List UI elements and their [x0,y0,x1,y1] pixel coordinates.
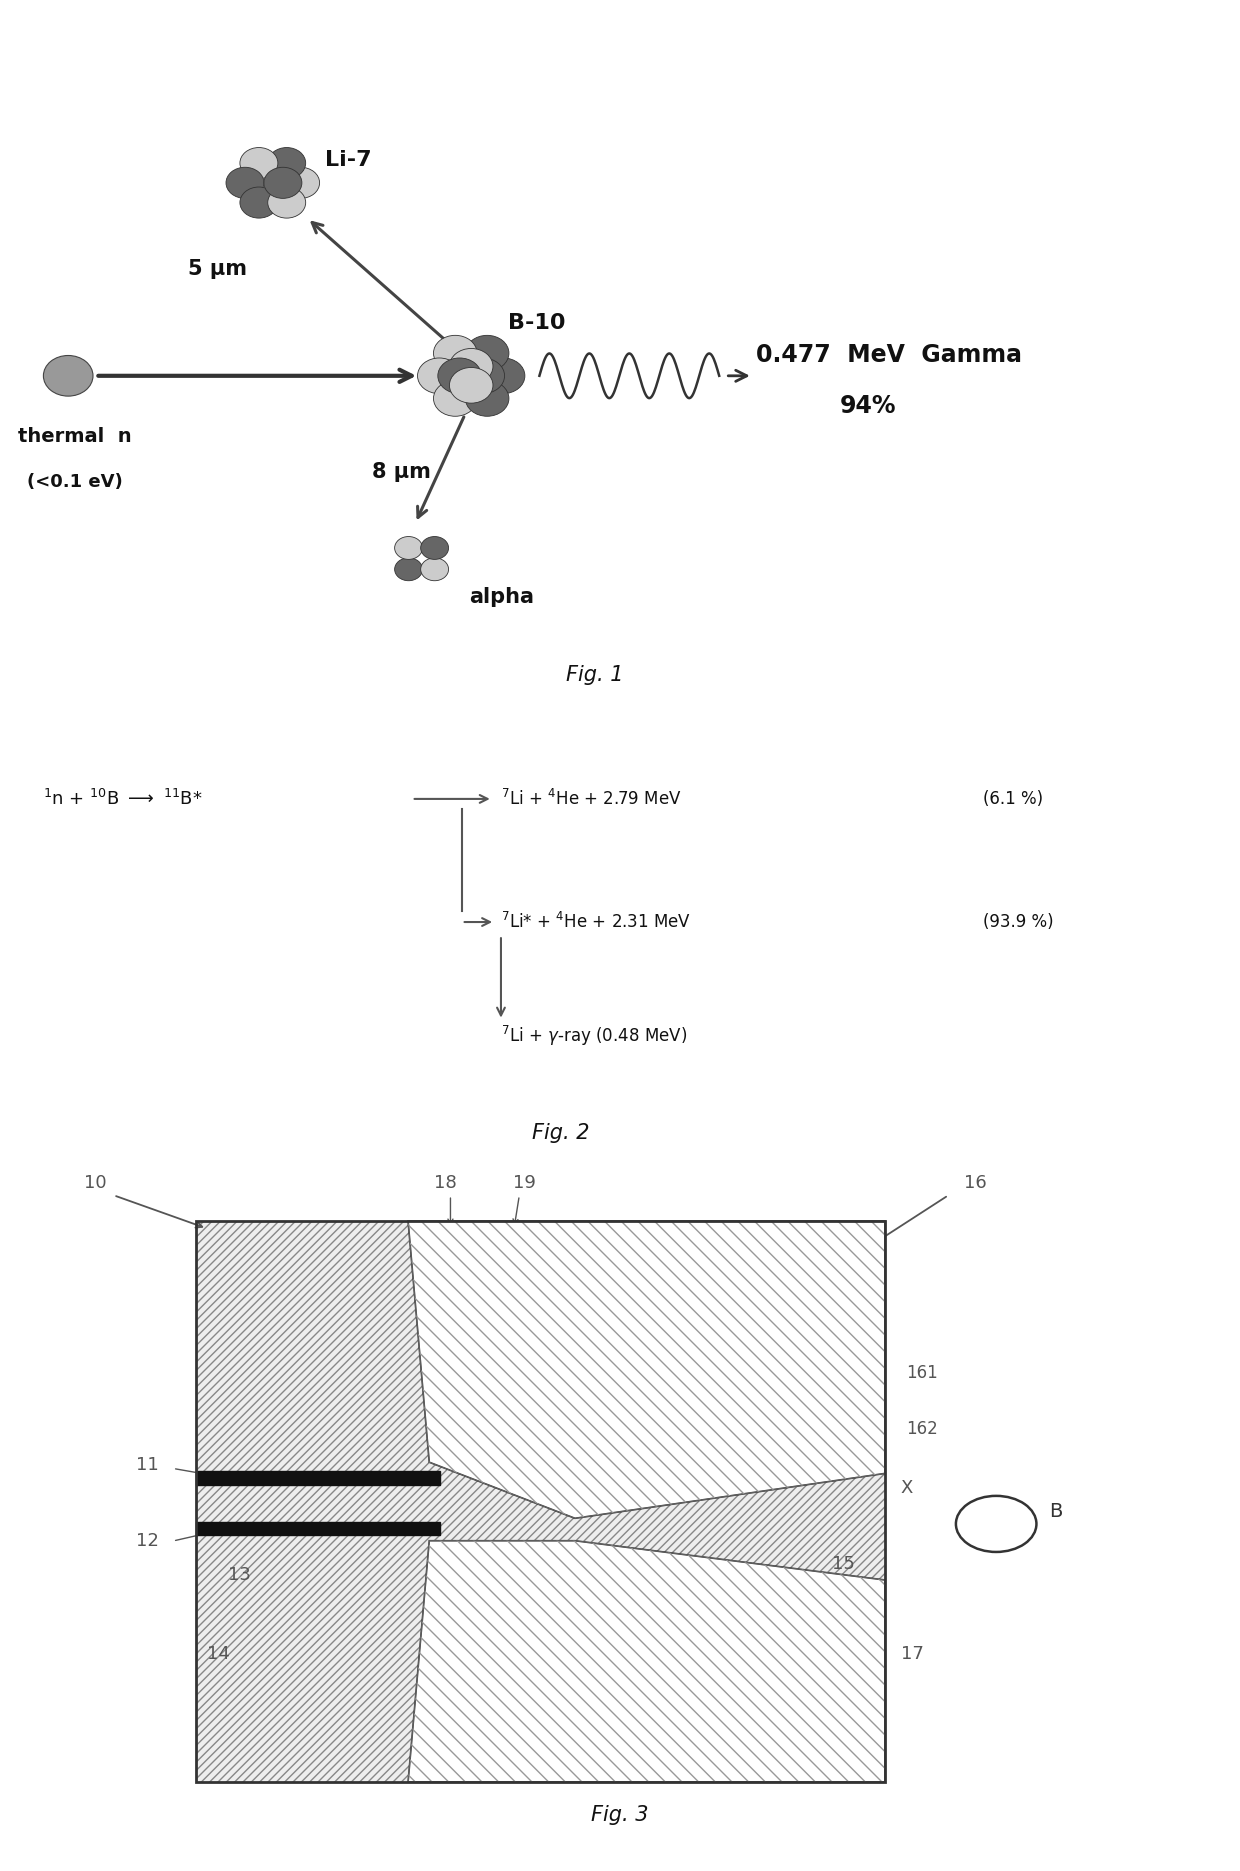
Bar [196,1222,885,1781]
Circle shape [394,558,423,580]
Text: 162: 162 [906,1420,937,1439]
Circle shape [418,357,461,393]
Text: Fig. 1: Fig. 1 [567,666,624,685]
Text: thermal  n: thermal n [17,427,131,447]
Text: 12: 12 [136,1532,159,1551]
Bar [196,1222,885,1781]
Circle shape [481,357,525,393]
Circle shape [239,148,278,178]
Text: Fig. 2: Fig. 2 [532,1123,589,1143]
Text: $^{7}$Li + $^{4}$He + 2.79 MeV: $^{7}$Li + $^{4}$He + 2.79 MeV [501,790,682,808]
Polygon shape [408,1222,885,1517]
Text: B: B [1049,1502,1063,1521]
Circle shape [465,335,508,370]
Circle shape [449,367,494,402]
Text: $^{7}$Li + $\gamma$-ray (0.48 MeV): $^{7}$Li + $\gamma$-ray (0.48 MeV) [501,1023,687,1048]
Circle shape [226,167,264,198]
Text: 161: 161 [906,1364,937,1383]
Text: X: X [900,1478,913,1497]
Text: 11: 11 [136,1456,159,1474]
Circle shape [239,187,278,219]
Text: (<0.1 eV): (<0.1 eV) [26,473,123,492]
Text: 17: 17 [900,1645,924,1663]
Text: 15: 15 [832,1555,854,1574]
Circle shape [420,558,449,580]
Text: 94%: 94% [839,395,897,419]
Circle shape [449,348,494,384]
Text: 18: 18 [434,1173,456,1192]
Circle shape [268,187,306,219]
Text: 5 μm: 5 μm [187,260,247,279]
Text: 14: 14 [207,1645,229,1663]
Text: 0.477  MeV  Gamma: 0.477 MeV Gamma [756,344,1023,367]
Circle shape [438,357,481,393]
Text: 8 μm: 8 μm [372,462,430,483]
Bar [196,1521,440,1534]
Circle shape [281,167,320,198]
Text: 13: 13 [228,1566,250,1585]
Text: $^{1}$n + $^{10}$B $\longrightarrow$ $^{11}$B*: $^{1}$n + $^{10}$B $\longrightarrow$ $^{… [42,790,202,808]
Circle shape [268,148,306,178]
Text: Li-7: Li-7 [325,150,372,170]
Text: 10: 10 [84,1173,107,1192]
Polygon shape [408,1540,885,1781]
Bar [196,1471,440,1486]
Circle shape [434,335,477,370]
Text: 19: 19 [513,1173,536,1192]
Circle shape [43,355,93,397]
Text: B-10: B-10 [508,312,565,333]
Circle shape [434,380,477,415]
Circle shape [956,1497,1037,1551]
Text: 16: 16 [963,1173,986,1192]
Text: (6.1 %): (6.1 %) [983,790,1043,808]
Text: $^{7}$Li* + $^{4}$He + 2.31 MeV: $^{7}$Li* + $^{4}$He + 2.31 MeV [501,911,691,932]
Circle shape [264,167,301,198]
Text: Fig. 3: Fig. 3 [591,1806,649,1824]
Circle shape [420,537,449,559]
Circle shape [461,357,505,393]
Circle shape [465,380,508,415]
Text: alpha: alpha [469,587,533,608]
Text: (93.9 %): (93.9 %) [983,913,1054,932]
Circle shape [394,537,423,559]
